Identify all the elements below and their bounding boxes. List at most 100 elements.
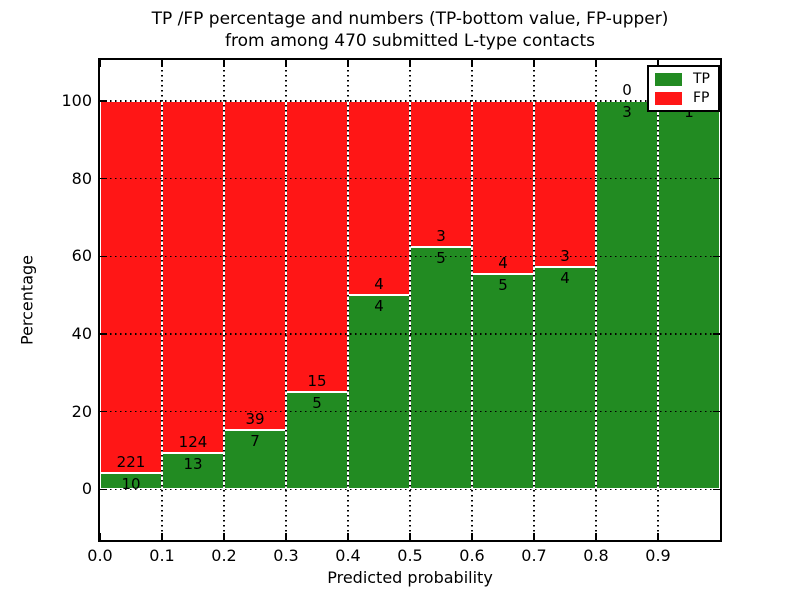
- bar-segment-tp: [162, 452, 224, 490]
- y-tick-label: 0: [81, 479, 92, 499]
- x-tick-label: 0.9: [645, 546, 671, 565]
- gridline-vertical: [595, 60, 597, 540]
- bar-tp-count-label: 13: [183, 454, 203, 473]
- x-tick-bottom: [347, 533, 349, 540]
- legend-swatch-fp-icon: [655, 91, 682, 105]
- x-tick-top: [409, 60, 411, 67]
- bar-tp-count-label: 5: [436, 248, 446, 267]
- bar-segment-fp: [224, 100, 286, 431]
- x-tick-label: 0.1: [149, 546, 175, 565]
- gridline-vertical: [657, 60, 659, 540]
- bar-tp-count-label: 7: [250, 432, 260, 451]
- legend-swatch-tp-icon: [655, 72, 682, 86]
- bar-fp-count-label: 39: [245, 410, 265, 429]
- bar-segment-fp: [348, 100, 410, 296]
- x-tick-label: 0.5: [397, 546, 423, 565]
- bar-segment-tp: [534, 267, 596, 490]
- x-tick-top: [285, 60, 287, 67]
- legend-entry-tp: TP: [655, 72, 718, 86]
- bar-fp-count-label: 124: [178, 432, 208, 451]
- bar-fp-count-label: 4: [374, 275, 384, 294]
- y-tick-left: [100, 410, 107, 413]
- y-tick-label: 40: [71, 324, 92, 343]
- bar-segment-tp: [596, 100, 658, 490]
- bar-tp-count-label: 3: [622, 102, 632, 121]
- gridline-vertical: [409, 60, 411, 540]
- y-tick-label: 80: [71, 168, 92, 188]
- legend-label-tp: TP: [693, 71, 710, 87]
- legend-label-fp: FP: [693, 90, 710, 106]
- bar-segment-fp: [410, 100, 472, 247]
- y-tick-left: [100, 333, 107, 335]
- x-tick-bottom: [409, 533, 411, 540]
- gridline-vertical: [347, 60, 349, 540]
- bar-fp-count-label: 4: [498, 253, 508, 272]
- bar-segment-tp: [348, 295, 410, 490]
- y-tick-right: [713, 410, 720, 413]
- y-tick-left: [100, 177, 107, 180]
- x-tick-label: 0.6: [459, 546, 485, 565]
- y-tick-left: [100, 100, 107, 102]
- x-tick-label: 0.3: [273, 546, 299, 565]
- bar-fp-count-label: 3: [436, 226, 446, 245]
- bar-segment-fp: [472, 100, 534, 274]
- gridline-vertical: [285, 60, 287, 540]
- bar-tp-count-label: 10: [121, 474, 141, 493]
- bar-fp-count-label: 221: [116, 452, 146, 471]
- bar-tp-count-label: 5: [312, 394, 322, 413]
- x-tick-top: [223, 60, 225, 67]
- x-axis-label: Predicted probability: [327, 568, 493, 587]
- bar-segment-fp: [534, 100, 596, 268]
- x-tick-bottom: [99, 533, 101, 540]
- bar-segment-fp: [286, 100, 348, 393]
- gridline-vertical: [223, 60, 225, 540]
- x-tick-top: [347, 60, 349, 67]
- x-tick-label: 0.8: [583, 546, 609, 565]
- bar-segment-fp: [162, 100, 224, 453]
- chart-title-line1: TP /FP percentage and numbers (TP-bottom…: [151, 9, 669, 29]
- bar-fp-count-label: 3: [560, 247, 570, 266]
- y-tick-right: [713, 488, 720, 491]
- bar-segment-tp: [472, 273, 534, 490]
- x-tick-bottom: [223, 533, 225, 540]
- y-tick-right: [713, 255, 720, 258]
- gridline-vertical: [161, 60, 163, 540]
- legend-entry-fp: FP: [655, 91, 718, 105]
- x-tick-label: 0.7: [521, 546, 547, 565]
- x-tick-label: 0.0: [87, 546, 113, 565]
- x-tick-bottom: [533, 533, 535, 540]
- x-tick-top: [99, 60, 101, 67]
- bar-segment-tp: [658, 100, 720, 490]
- bar-tp-count-label: 4: [374, 297, 384, 316]
- plot-area: 2211012413397155443545340301: [98, 58, 722, 542]
- x-tick-top: [471, 60, 473, 67]
- x-tick-label: 0.2: [211, 546, 237, 565]
- y-tick-label: 100: [61, 90, 92, 110]
- x-tick-top: [533, 60, 535, 67]
- x-tick-top: [161, 60, 163, 67]
- y-tick-label: 20: [71, 401, 92, 421]
- x-tick-bottom: [595, 533, 597, 540]
- x-tick-bottom: [285, 533, 287, 540]
- x-tick-label: 0.4: [335, 546, 361, 565]
- gridline-vertical: [471, 60, 473, 540]
- bar-segment-fp: [100, 100, 162, 473]
- bar-fp-count-label: 15: [307, 372, 327, 391]
- bar-segment-tp: [286, 392, 348, 490]
- y-tick-right: [713, 177, 720, 180]
- x-tick-bottom: [471, 533, 473, 540]
- legend: TP FP: [647, 65, 720, 112]
- bar-segment-tp: [410, 246, 472, 490]
- gridline-vertical: [533, 60, 535, 540]
- y-tick-label: 60: [71, 246, 92, 266]
- y-tick-left: [100, 255, 107, 258]
- bar-tp-count-label: 4: [560, 269, 570, 288]
- x-tick-top: [595, 60, 597, 67]
- chart-title-line2: from among 470 submitted L-type contacts: [224, 31, 595, 51]
- x-tick-top: [657, 60, 659, 67]
- x-tick-bottom: [657, 533, 659, 540]
- bar-fp-count-label: 0: [622, 80, 632, 99]
- y-tick-right: [713, 333, 720, 335]
- x-tick-bottom: [161, 533, 163, 540]
